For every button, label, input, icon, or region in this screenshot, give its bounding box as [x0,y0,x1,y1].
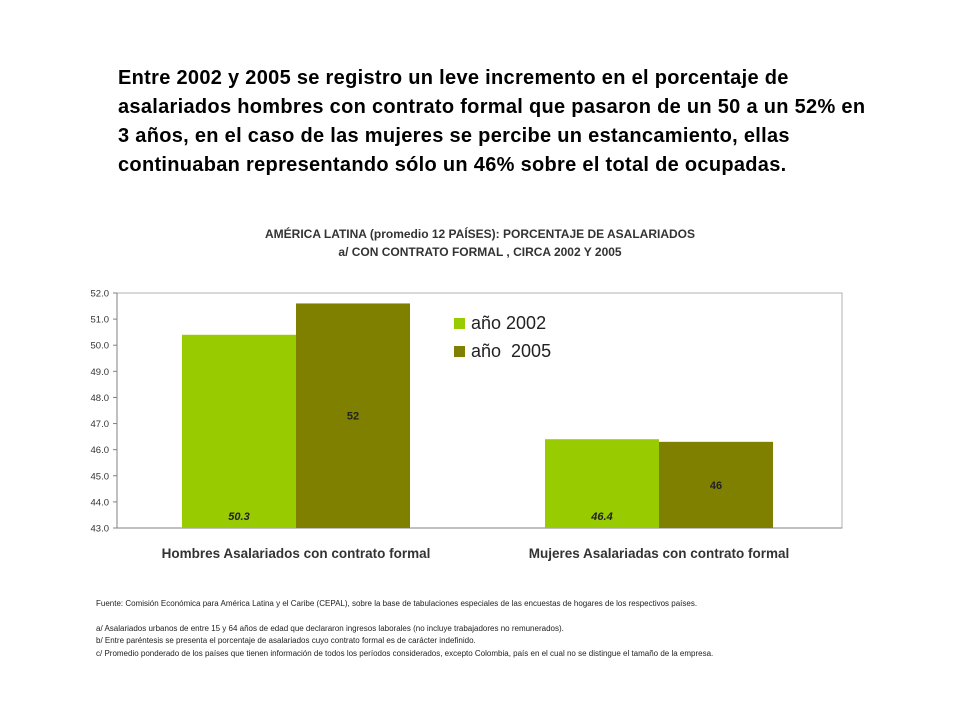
y-tick-label: 50.0 [91,341,110,352]
bar-data-label: 46 [710,480,722,492]
y-tick-label: 51.0 [91,315,110,326]
bars [182,303,773,528]
chart-title: AMÉRICA LATINA (promedio 12 PAÍSES): POR… [264,227,696,241]
bar-data-label: 52 [347,411,359,423]
bar-data-label: 46.4 [590,511,612,523]
y-axis-ticks: 52.0 51.0 50.0 49.0 48.0 47.0 46.0 45.0 44.0 43.0 [91,289,117,535]
note-c: c/ Promedio ponderado de los países que … [96,648,714,658]
note-a: a/ Asalariados urbanos de entre 15 y 64 … [96,623,564,633]
y-tick-label: 44.0 [91,497,110,508]
bar-2005-hombres [296,303,410,528]
legend-swatch [454,346,465,357]
y-tick-label: 48.0 [91,393,110,404]
y-tick-label: 52.0 [91,289,110,300]
y-tick-label: 43.0 [91,524,110,535]
bar-labels: 50.3 52 46.4 46 [228,411,722,523]
x-category-label: Mujeres Asalariadas con contrato formal [529,546,790,561]
intro-text: Entre 2002 y 2005 se registro un leve in… [118,67,866,176]
legend-label: año 2005 [471,341,551,361]
y-tick-label: 47.0 [91,419,110,430]
note-b: b/ Entre paréntesis se presenta el porce… [96,636,476,645]
bar-2002-hombres [182,334,296,528]
chart-title-block: AMÉRICA LATINA (promedio 12 PAÍSES): POR… [180,225,780,261]
x-axis-category-labels: Hombres Asalariados con contrato formal M… [162,546,790,561]
bar-2002-mujeres [545,439,659,528]
chart-subtitle: a/ CON CONTRATO FORMAL , CIRCA 2002 Y 20… [338,245,622,259]
x-category-label: Hombres Asalariados con contrato formal [162,546,431,561]
legend: año 2002 año 2005 [454,313,551,361]
legend-label: año 2002 [471,313,546,333]
bar-2005-mujeres [659,441,773,528]
chart-notes: Fuente: Comisión Económica para América … [96,598,896,660]
source-note: Fuente: Comisión Económica para América … [96,599,698,608]
y-tick-label: 49.0 [91,367,110,378]
legend-swatch [454,318,465,329]
y-tick-label: 46.0 [91,445,110,456]
y-tick-label: 45.0 [91,471,110,482]
bar-data-label: 50.3 [228,511,249,523]
